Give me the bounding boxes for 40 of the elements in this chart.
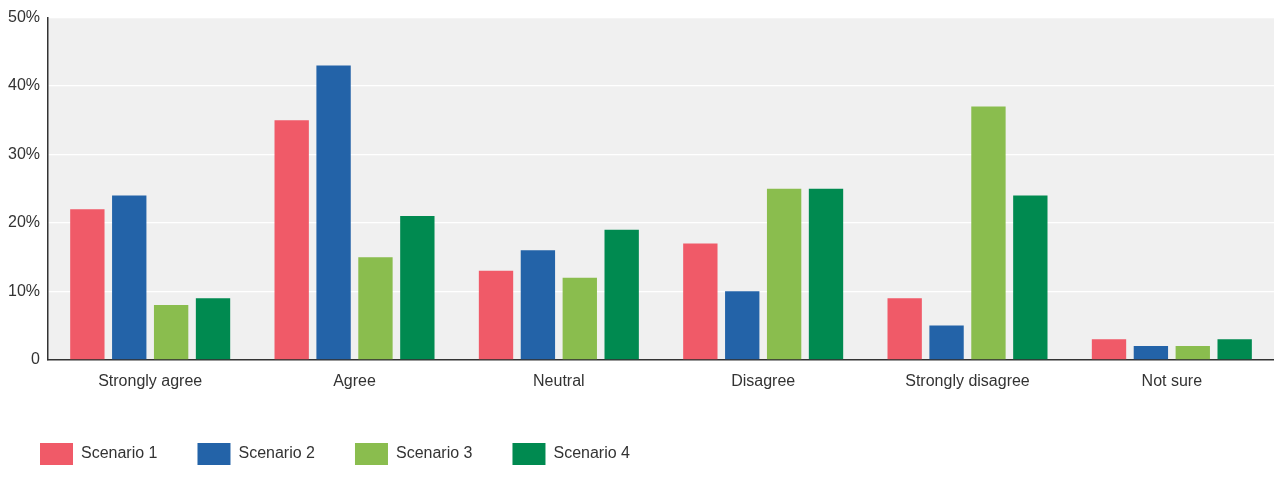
bar: [725, 291, 760, 360]
bar: [195, 298, 231, 360]
bar: [929, 325, 964, 360]
bar: [1175, 346, 1210, 360]
bar: [520, 250, 556, 360]
legend-label: Scenario 2: [238, 444, 316, 462]
x-tick-label: Agree: [333, 371, 376, 389]
legend-label: Scenario 4: [553, 444, 631, 462]
bar: [1217, 339, 1252, 360]
x-tick-label: Neutral: [533, 371, 585, 389]
y-tick-label: 30%: [7, 144, 41, 162]
bar: [274, 120, 309, 360]
bar: [358, 257, 393, 360]
bar: [562, 277, 597, 360]
y-tick-label: 20%: [7, 213, 41, 231]
bar: [400, 216, 435, 360]
y-tick-label: 10%: [7, 281, 41, 299]
legend-label: Scenario 1: [81, 444, 158, 462]
bar: [478, 270, 514, 360]
bar: [1013, 195, 1048, 360]
bar: [153, 305, 189, 360]
bar: [1133, 346, 1169, 360]
bar: [766, 188, 802, 360]
x-tick-label: Strongly agree: [98, 371, 203, 389]
bar: [887, 298, 922, 360]
bar: [1091, 339, 1127, 360]
x-tick-label: Not sure: [1141, 371, 1203, 389]
x-tick-label: Disagree: [731, 371, 796, 389]
legend-label: Scenario 3: [395, 444, 473, 462]
bar: [604, 229, 639, 360]
y-tick-label: 40%: [7, 76, 41, 94]
bar: [808, 188, 844, 360]
y-tick-label: 0: [31, 350, 41, 368]
bar: [316, 65, 351, 360]
bar: [112, 195, 147, 360]
bar: [70, 209, 105, 360]
bar: [683, 243, 718, 360]
x-tick-label: Strongly disagree: [905, 371, 1030, 389]
y-tick-label: 50%: [7, 8, 41, 26]
bar: [971, 106, 1006, 360]
